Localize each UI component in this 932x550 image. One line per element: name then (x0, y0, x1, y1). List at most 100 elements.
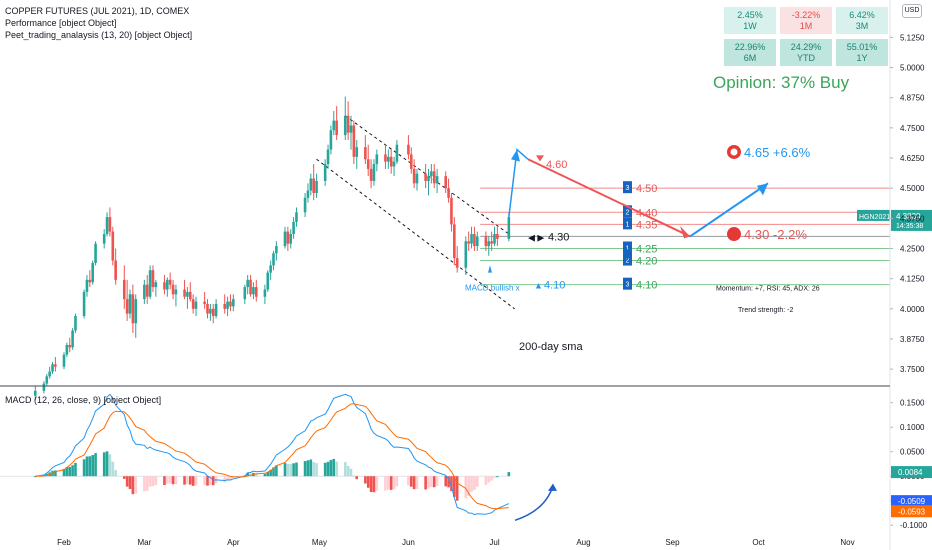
target-down-label: 4.30 -2.2% (744, 227, 807, 242)
candle (203, 291, 206, 309)
candle (254, 279, 258, 302)
candle-body (484, 236, 488, 247)
candle (45, 373, 49, 386)
price-tick-label: 5.0000 (900, 64, 925, 73)
candle (111, 226, 115, 266)
candle-body (214, 303, 218, 317)
level-4-20-marker (623, 253, 632, 266)
macd-cross-label: MACD bullish x (465, 284, 520, 293)
candle-body (375, 154, 379, 165)
candle (243, 284, 247, 304)
candle-body (42, 383, 46, 391)
candle-body (409, 154, 413, 169)
candle (88, 270, 92, 288)
candle-body (68, 344, 72, 348)
macd-histogram-bar (409, 476, 413, 487)
candle (85, 275, 89, 297)
candle (91, 260, 94, 285)
candle (174, 284, 178, 307)
candle-body (154, 282, 158, 288)
price-tick-label: 4.8750 (900, 94, 925, 103)
macd-histogram-bar (194, 476, 198, 486)
candle-body (188, 291, 192, 300)
candle (275, 241, 278, 261)
macd-histogram-bar (415, 476, 419, 490)
macd-histogram-bar (82, 459, 86, 477)
macd-histogram-bar (424, 476, 427, 490)
candle-body (85, 279, 89, 292)
candle-body (444, 176, 448, 189)
candle-body (424, 173, 427, 181)
candle-body (372, 164, 376, 181)
macd-histogram-bar (148, 476, 152, 487)
candle (145, 275, 149, 304)
level-4-50-marker (623, 181, 632, 194)
candle (209, 303, 212, 321)
candle-body (131, 294, 135, 324)
projection-up-head (757, 183, 768, 196)
macd-arrow-head (548, 483, 557, 491)
macd-histogram-bar (223, 476, 227, 483)
perf-cell-1y: 55.01% 1Y (836, 39, 888, 66)
macd-histogram-bar (355, 476, 359, 480)
macd-histogram-bar (484, 476, 488, 485)
macd-histogram-bar (395, 476, 399, 487)
time-axis-label: Aug (576, 538, 590, 547)
macd-legend: MACD (12, 26, close, 9) [object Object] (5, 395, 162, 405)
currency-button[interactable]: USD (902, 4, 922, 18)
level-4-10-label: 4.10 (636, 280, 657, 292)
candle-body (71, 330, 74, 348)
macd-histogram-bar (114, 470, 117, 477)
macd-histogram-bar (306, 460, 310, 477)
candle (229, 294, 232, 312)
macd-histogram-bar (246, 473, 249, 477)
candle-body (108, 217, 112, 232)
macd-histogram-bar (174, 476, 178, 485)
perf-cell-1w: 2.45% 1W (724, 7, 776, 34)
candle-body (171, 284, 175, 295)
candle (444, 171, 448, 193)
level-4-25-label: 4.25 (636, 243, 657, 255)
candle-body (384, 154, 387, 162)
macd-histogram-bar (366, 476, 370, 488)
macd-histogram-bar (343, 462, 347, 477)
time-axis-label: Mar (137, 538, 151, 547)
candle (332, 110, 336, 136)
candle-body (467, 241, 470, 244)
macd-histogram-bar (263, 473, 267, 477)
macd-histogram-bar (108, 454, 112, 477)
time-axis-label: Feb (57, 538, 71, 547)
candle-body (194, 301, 198, 309)
macd-histogram-bar (309, 459, 313, 477)
candle-body (346, 115, 350, 133)
macd-histogram-bar (475, 476, 479, 487)
level-4-10-marker-number: 3 (626, 282, 630, 289)
macd-histogram-bar (34, 476, 37, 478)
macd-histogram-bar (352, 475, 356, 477)
candle (166, 277, 169, 297)
macd-histogram-bar (203, 476, 206, 485)
macd-histogram-bar (102, 452, 106, 477)
macd-histogram-bar (134, 476, 138, 494)
macd-histogram-bar (387, 476, 390, 490)
level-4-35-label: 4.35 (636, 219, 657, 231)
candle (424, 164, 427, 189)
candle (171, 279, 175, 300)
candle (122, 265, 126, 309)
level-4-40-marker (623, 205, 632, 218)
candle-body (309, 178, 313, 191)
candle (490, 231, 493, 251)
macd-tick-label: -0.1000 (900, 521, 928, 530)
level-4-25-marker (623, 241, 632, 254)
macd-histogram-bar (444, 476, 448, 487)
macd-histogram-bar (151, 476, 155, 487)
candle (352, 120, 356, 165)
candle-body (252, 287, 255, 295)
candle-body (246, 279, 249, 288)
candle-body (269, 265, 272, 273)
candle-body (148, 270, 152, 297)
candle (407, 135, 410, 160)
perf-cell-6m: 22.96% 6M (724, 39, 776, 66)
candle (387, 149, 390, 169)
